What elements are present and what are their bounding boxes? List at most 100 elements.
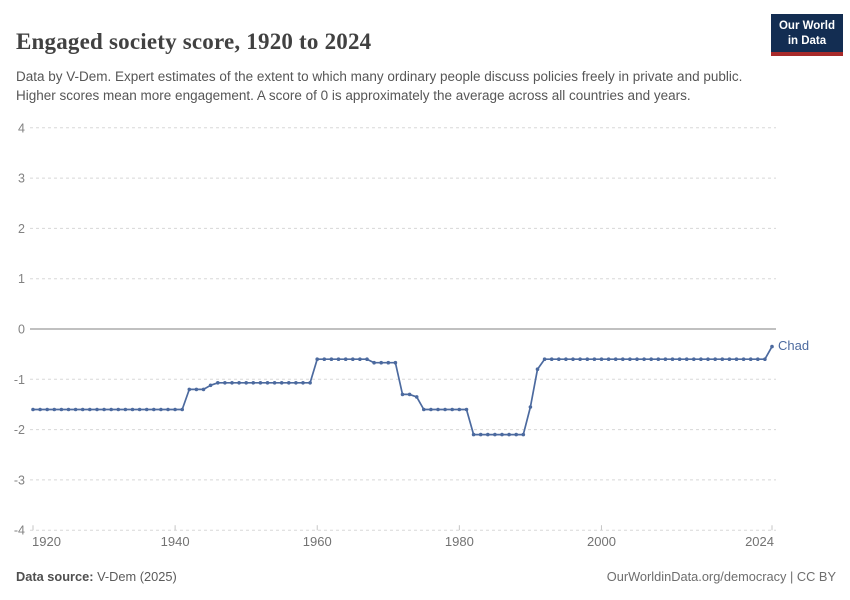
data-point-marker[interactable]: [265, 381, 270, 385]
data-point-marker[interactable]: [528, 405, 533, 409]
data-point-marker[interactable]: [237, 381, 241, 385]
data-point-marker[interactable]: [251, 381, 256, 385]
data-point-marker[interactable]: [329, 357, 334, 361]
data-point-marker[interactable]: [166, 407, 170, 412]
data-point-marker[interactable]: [549, 357, 554, 361]
data-point-marker[interactable]: [372, 360, 376, 365]
data-point-marker[interactable]: [400, 392, 405, 397]
data-point-marker[interactable]: [628, 357, 632, 361]
data-point-marker[interactable]: [521, 432, 526, 437]
data-point-marker[interactable]: [343, 357, 348, 361]
data-point-marker[interactable]: [393, 360, 398, 365]
data-point-marker[interactable]: [649, 357, 653, 361]
data-point-marker[interactable]: [73, 407, 78, 412]
data-point-marker[interactable]: [450, 407, 455, 412]
data-point-marker[interactable]: [80, 407, 85, 412]
data-point-marker[interactable]: [351, 357, 355, 361]
data-point-marker[interactable]: [486, 432, 490, 437]
data-point-marker[interactable]: [621, 357, 625, 361]
data-point-marker[interactable]: [365, 357, 369, 361]
data-point-marker[interactable]: [45, 407, 49, 412]
data-point-marker[interactable]: [592, 357, 597, 361]
data-point-marker[interactable]: [471, 432, 476, 437]
data-point-marker[interactable]: [379, 360, 384, 365]
attribution-link[interactable]: OurWorldinData.org/democracy | CC BY: [606, 569, 836, 584]
data-point-marker[interactable]: [223, 381, 227, 385]
line-chart[interactable]: 4 3 2 1 0 -1 -2 -3 -4 1920 1940 1960 1980 2000 2024 Cha…: [0, 110, 850, 560]
data-point-marker[interactable]: [322, 357, 327, 361]
data-point-marker[interactable]: [59, 407, 64, 412]
data-point-marker[interactable]: [500, 432, 504, 437]
data-point-marker[interactable]: [699, 357, 703, 361]
data-point-marker[interactable]: [407, 392, 412, 397]
data-point-marker[interactable]: [88, 407, 92, 412]
data-point-marker[interactable]: [706, 357, 710, 361]
data-point-marker[interactable]: [599, 357, 604, 361]
data-point-marker[interactable]: [684, 357, 689, 361]
data-point-marker[interactable]: [748, 357, 753, 361]
data-point-marker[interactable]: [308, 381, 312, 385]
data-point-marker[interactable]: [692, 357, 696, 361]
data-point-marker[interactable]: [727, 357, 732, 361]
data-point-marker[interactable]: [443, 407, 447, 412]
owid-logo[interactable]: Our World in Data: [770, 14, 843, 56]
data-point-marker[interactable]: [315, 357, 320, 361]
data-point-marker[interactable]: [230, 381, 234, 385]
data-point-marker[interactable]: [194, 387, 199, 392]
data-point-marker[interactable]: [137, 407, 142, 412]
data-point-marker[interactable]: [478, 432, 483, 437]
data-point-marker[interactable]: [201, 387, 206, 392]
data-point-marker[interactable]: [564, 357, 568, 361]
data-point-marker[interactable]: [578, 357, 582, 361]
data-point-marker[interactable]: [756, 357, 760, 361]
data-point-marker[interactable]: [535, 367, 540, 372]
data-point-marker[interactable]: [386, 360, 391, 365]
data-point-marker[interactable]: [571, 357, 575, 361]
data-point-marker[interactable]: [514, 432, 518, 437]
data-point-marker[interactable]: [258, 381, 263, 385]
data-point-marker[interactable]: [301, 381, 305, 385]
data-point-marker[interactable]: [429, 407, 433, 412]
data-point-marker[interactable]: [244, 381, 248, 385]
data-point-marker[interactable]: [414, 395, 419, 399]
data-point-marker[interactable]: [187, 387, 192, 392]
data-point-marker[interactable]: [656, 357, 661, 361]
data-point-marker[interactable]: [635, 357, 639, 361]
data-point-marker[interactable]: [109, 407, 113, 412]
data-point-marker[interactable]: [770, 344, 774, 349]
data-point-marker[interactable]: [422, 407, 426, 412]
data-point-marker[interactable]: [152, 407, 156, 412]
data-point-marker[interactable]: [677, 357, 682, 361]
data-point-marker[interactable]: [642, 357, 646, 361]
data-point-marker[interactable]: [66, 407, 71, 412]
data-point-marker[interactable]: [358, 357, 362, 361]
data-point-marker[interactable]: [464, 407, 469, 412]
data-point-marker[interactable]: [294, 381, 298, 385]
data-point-marker[interactable]: [38, 407, 42, 412]
data-point-marker[interactable]: [670, 357, 675, 361]
entity-label[interactable]: Chad: [778, 338, 809, 353]
data-point-marker[interactable]: [741, 357, 746, 361]
data-point-marker[interactable]: [159, 407, 163, 412]
data-point-marker[interactable]: [542, 357, 547, 361]
data-point-marker[interactable]: [436, 407, 440, 412]
data-point-marker[interactable]: [272, 381, 277, 385]
data-point-marker[interactable]: [613, 357, 618, 361]
data-point-marker[interactable]: [713, 357, 717, 361]
data-point-marker[interactable]: [180, 407, 184, 412]
data-point-marker[interactable]: [130, 407, 135, 412]
data-point-marker[interactable]: [457, 407, 462, 412]
data-point-marker[interactable]: [336, 357, 341, 361]
data-point-marker[interactable]: [720, 357, 725, 361]
data-point-marker[interactable]: [173, 407, 177, 412]
data-point-marker[interactable]: [585, 357, 590, 361]
data-point-marker[interactable]: [52, 407, 57, 412]
data-point-marker[interactable]: [144, 407, 149, 412]
data-point-marker[interactable]: [663, 357, 668, 361]
data-point-marker[interactable]: [279, 381, 284, 385]
data-point-marker[interactable]: [287, 381, 291, 385]
data-point-marker[interactable]: [493, 432, 497, 437]
data-point-marker[interactable]: [123, 407, 128, 412]
data-point-marker[interactable]: [606, 357, 611, 361]
data-point-marker[interactable]: [102, 407, 106, 412]
